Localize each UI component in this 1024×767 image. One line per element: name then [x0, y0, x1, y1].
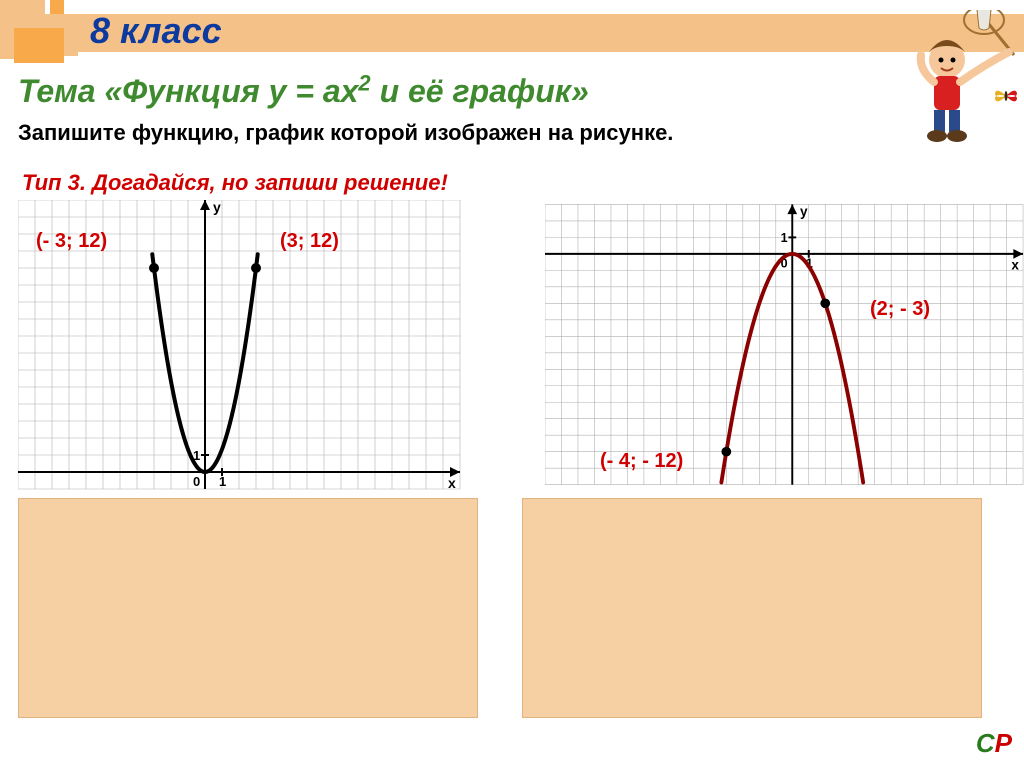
cartoon-boy-icon [899, 10, 1019, 145]
svg-text:0: 0 [193, 474, 200, 489]
logo-c2: Р [995, 728, 1012, 758]
point-label: (- 4; - 12) [600, 450, 683, 473]
chart-right: ху011 [545, 200, 1024, 492]
svg-text:у: у [800, 204, 808, 219]
grade-title: 8 класс [90, 10, 222, 52]
point-label: (3; 12) [280, 230, 339, 253]
topic-text: Тема «Функция у = ах2 и её график» [18, 73, 589, 109]
svg-text:1: 1 [219, 474, 226, 489]
svg-text:у: у [213, 200, 221, 215]
logo-c1: С [976, 728, 995, 758]
svg-text:х: х [1011, 257, 1019, 272]
butterfly-icon [993, 85, 1019, 107]
svg-text:х: х [448, 475, 456, 491]
point-label: (2; - 3) [870, 298, 930, 321]
logo-icon: СР [976, 728, 1012, 759]
point-label: (- 3; 12) [36, 230, 107, 253]
answer-box [522, 498, 982, 718]
svg-text:1: 1 [781, 231, 788, 245]
topic-title: Тема «Функция у = ах2 и её график» [18, 70, 589, 110]
answer-box [18, 498, 478, 718]
instruction-text: Запишите функцию, график которой изображ… [18, 120, 673, 146]
subtype-text: Тип 3. Догадайся, но запиши решение! [22, 170, 448, 196]
